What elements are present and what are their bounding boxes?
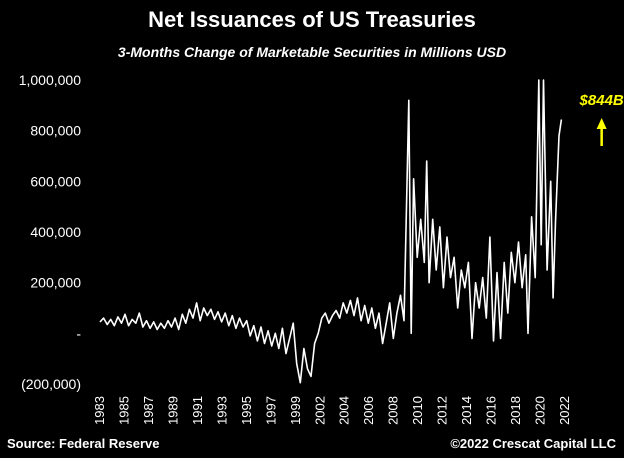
series-line xyxy=(99,79,563,384)
chart-subtitle: 3-Months Change of Marketable Securities… xyxy=(117,44,507,60)
x-tick-label: 2010 xyxy=(410,396,425,425)
x-axis-ticks: 1983 1985 1987 1989 1991 1993 1995 1997 1999 2002… xyxy=(92,396,572,425)
x-tick-label: 2002 xyxy=(312,396,327,425)
x-tick-label: 2014 xyxy=(459,396,474,425)
x-tick-label: 1989 xyxy=(165,396,180,425)
y-tick-label: 800,000 xyxy=(30,123,81,139)
y-tick-label: 600,000 xyxy=(30,173,81,189)
y-axis-ticks: 1,000,000 800,000 600,000 400,000 200,000 - (2… xyxy=(19,72,82,392)
x-tick-label: 1991 xyxy=(190,396,205,425)
x-tick-label: 1987 xyxy=(141,396,156,425)
x-tick-label: 2006 xyxy=(361,396,376,425)
copyright-note: ©2022 Crescat Capital LLC xyxy=(450,436,616,451)
x-tick-label: 2020 xyxy=(533,396,548,425)
chart-title: Net Issuances of US Treasuries xyxy=(148,7,476,32)
x-tick-label: 1999 xyxy=(288,396,303,425)
x-tick-label: 1985 xyxy=(116,396,131,425)
x-tick-label: 2018 xyxy=(508,396,523,425)
x-tick-label: 2004 xyxy=(337,396,352,425)
source-note: Source: Federal Reserve xyxy=(7,436,160,451)
x-tick-label: 2022 xyxy=(557,396,572,425)
x-tick-label: 1993 xyxy=(214,396,229,425)
y-tick-label: - xyxy=(76,325,81,341)
annotation-label: $844B xyxy=(579,92,624,109)
x-tick-label: 2012 xyxy=(435,396,450,425)
x-tick-label: 1983 xyxy=(92,396,107,425)
x-tick-label: 2016 xyxy=(484,396,499,425)
y-tick-label: (200,000) xyxy=(21,376,81,392)
plot-area xyxy=(99,79,563,384)
x-tick-label: 1997 xyxy=(263,396,278,425)
x-tick-label: 2008 xyxy=(386,396,401,425)
y-tick-label: 200,000 xyxy=(30,275,81,291)
annotation-group: $844B xyxy=(579,92,624,146)
x-tick-label: 1995 xyxy=(239,396,254,425)
arrow-up-icon xyxy=(596,118,607,129)
y-tick-label: 1,000,000 xyxy=(19,72,81,88)
y-tick-label: 400,000 xyxy=(30,224,81,240)
